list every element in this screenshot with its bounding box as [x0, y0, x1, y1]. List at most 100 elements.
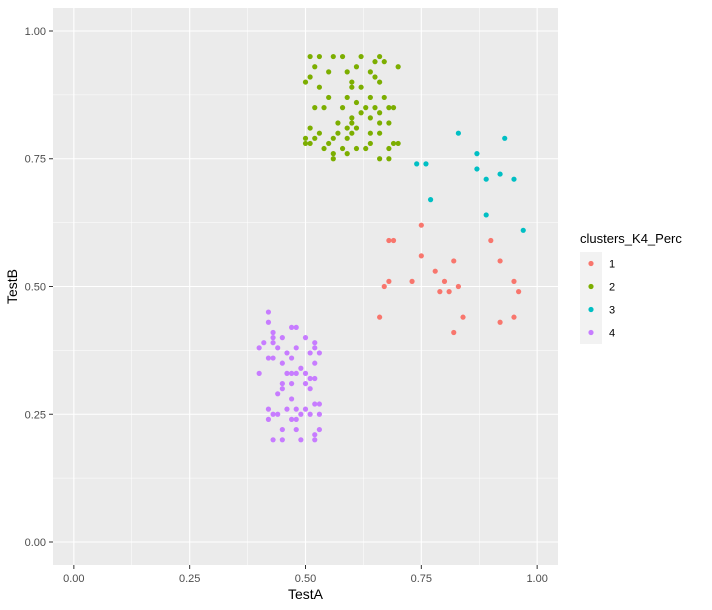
- data-point-cluster-4: [279, 386, 285, 392]
- axes: 0.00 0.25 0.50 0.75 1.00 0.00 0.25 0.50 0.75 1.00: [25, 26, 548, 585]
- legend-key-cluster-2: [588, 283, 594, 290]
- data-point-cluster-2: [386, 156, 392, 162]
- data-point-cluster-1: [446, 289, 452, 295]
- data-point-cluster-2: [316, 130, 322, 136]
- data-point-cluster-2: [330, 156, 336, 162]
- data-point-cluster-2: [335, 130, 341, 136]
- data-point-cluster-2: [367, 115, 373, 121]
- data-point-cluster-2: [386, 145, 392, 152]
- data-point-cluster-4: [265, 406, 272, 412]
- x-tick-label: 0.75: [411, 573, 432, 585]
- data-point-cluster-3: [511, 176, 517, 182]
- data-point-cluster-2: [377, 79, 383, 85]
- x-axis-title: TestA: [288, 586, 324, 602]
- data-point-cluster-2: [363, 105, 369, 111]
- legend-label-cluster-3: 3: [609, 305, 615, 317]
- data-point-cluster-2: [358, 84, 364, 90]
- data-point-cluster-2: [302, 79, 309, 85]
- data-point-cluster-4: [293, 406, 299, 412]
- data-point-cluster-4: [293, 416, 299, 422]
- data-point-cluster-4: [284, 350, 290, 356]
- data-point-cluster-2: [367, 130, 373, 136]
- data-point-cluster-4: [298, 365, 304, 371]
- data-point-cluster-1: [511, 314, 517, 320]
- data-point-cluster-2: [321, 105, 327, 111]
- data-point-cluster-2: [377, 130, 383, 136]
- data-point-cluster-1: [418, 253, 424, 259]
- data-point-cluster-4: [289, 355, 295, 361]
- data-point-cluster-3: [502, 135, 508, 141]
- data-point-cluster-2: [302, 135, 309, 141]
- data-point-cluster-4: [270, 437, 276, 443]
- data-point-cluster-4: [316, 411, 322, 417]
- data-point-cluster-4: [293, 324, 299, 330]
- data-point-cluster-4: [265, 319, 272, 325]
- data-point-cluster-2: [377, 53, 383, 60]
- data-point-cluster-2: [367, 140, 373, 147]
- data-point-cluster-2: [326, 94, 332, 101]
- data-point-cluster-4: [261, 340, 267, 346]
- data-point-cluster-2: [349, 84, 355, 90]
- data-point-cluster-2: [335, 120, 341, 126]
- legend-label-cluster-1: 1: [609, 259, 615, 271]
- legend: clusters_K4_Perc 1 2 3 4: [580, 231, 682, 344]
- data-point-cluster-2: [344, 94, 350, 101]
- y-axis-title: TestB: [4, 269, 20, 304]
- data-point-cluster-4: [307, 386, 313, 392]
- legend-title: clusters_K4_Perc: [580, 231, 682, 246]
- data-point-cluster-2: [339, 53, 346, 60]
- data-point-cluster-4: [293, 426, 299, 433]
- data-points: [256, 53, 526, 443]
- data-point-cluster-2: [302, 140, 309, 147]
- data-point-cluster-1: [511, 278, 517, 284]
- data-point-cluster-4: [279, 335, 285, 341]
- data-point-cluster-2: [349, 130, 355, 136]
- data-point-cluster-3: [483, 176, 489, 182]
- y-tick-label: 0.25: [25, 409, 46, 421]
- data-point-cluster-4: [270, 335, 276, 341]
- data-point-cluster-3: [497, 171, 503, 177]
- data-point-cluster-2: [386, 120, 392, 126]
- data-point-cluster-2: [344, 151, 350, 157]
- data-point-cluster-2: [307, 125, 313, 131]
- data-point-cluster-4: [312, 401, 318, 407]
- y-tick-label: 0.75: [25, 154, 46, 166]
- data-point-cluster-1: [441, 278, 448, 284]
- data-point-cluster-4: [312, 340, 318, 346]
- data-point-cluster-4: [279, 360, 285, 366]
- data-point-cluster-1: [451, 258, 457, 264]
- data-point-cluster-3: [455, 130, 461, 136]
- data-point-cluster-1: [386, 237, 392, 244]
- data-point-cluster-4: [275, 391, 281, 397]
- data-point-cluster-1: [488, 237, 494, 244]
- data-point-cluster-4: [302, 335, 309, 341]
- data-point-cluster-2: [381, 94, 387, 101]
- data-point-cluster-3: [414, 161, 420, 167]
- data-point-cluster-4: [298, 437, 304, 443]
- data-point-cluster-4: [307, 350, 313, 356]
- data-point-cluster-4: [293, 370, 299, 376]
- data-point-cluster-2: [330, 151, 336, 157]
- data-point-cluster-2: [367, 94, 373, 101]
- data-point-cluster-4: [312, 437, 318, 443]
- data-point-cluster-2: [377, 156, 383, 162]
- data-point-cluster-3: [474, 166, 480, 172]
- x-tick-label: 0.50: [295, 573, 316, 585]
- x-tick-label: 0.00: [63, 573, 84, 585]
- data-point-cluster-3: [483, 212, 489, 218]
- data-point-cluster-4: [316, 401, 322, 407]
- data-point-cluster-2: [363, 145, 369, 152]
- data-point-cluster-1: [497, 258, 503, 264]
- data-point-cluster-2: [326, 140, 332, 147]
- data-point-cluster-2: [358, 110, 364, 116]
- data-point-cluster-4: [265, 416, 272, 422]
- data-point-cluster-1: [386, 278, 392, 284]
- data-point-cluster-4: [279, 380, 285, 387]
- data-point-cluster-2: [372, 59, 378, 65]
- data-point-cluster-2: [367, 69, 373, 75]
- data-point-cluster-2: [395, 64, 401, 70]
- data-point-cluster-2: [312, 64, 318, 70]
- data-point-cluster-4: [270, 355, 276, 361]
- data-point-cluster-4: [312, 345, 318, 351]
